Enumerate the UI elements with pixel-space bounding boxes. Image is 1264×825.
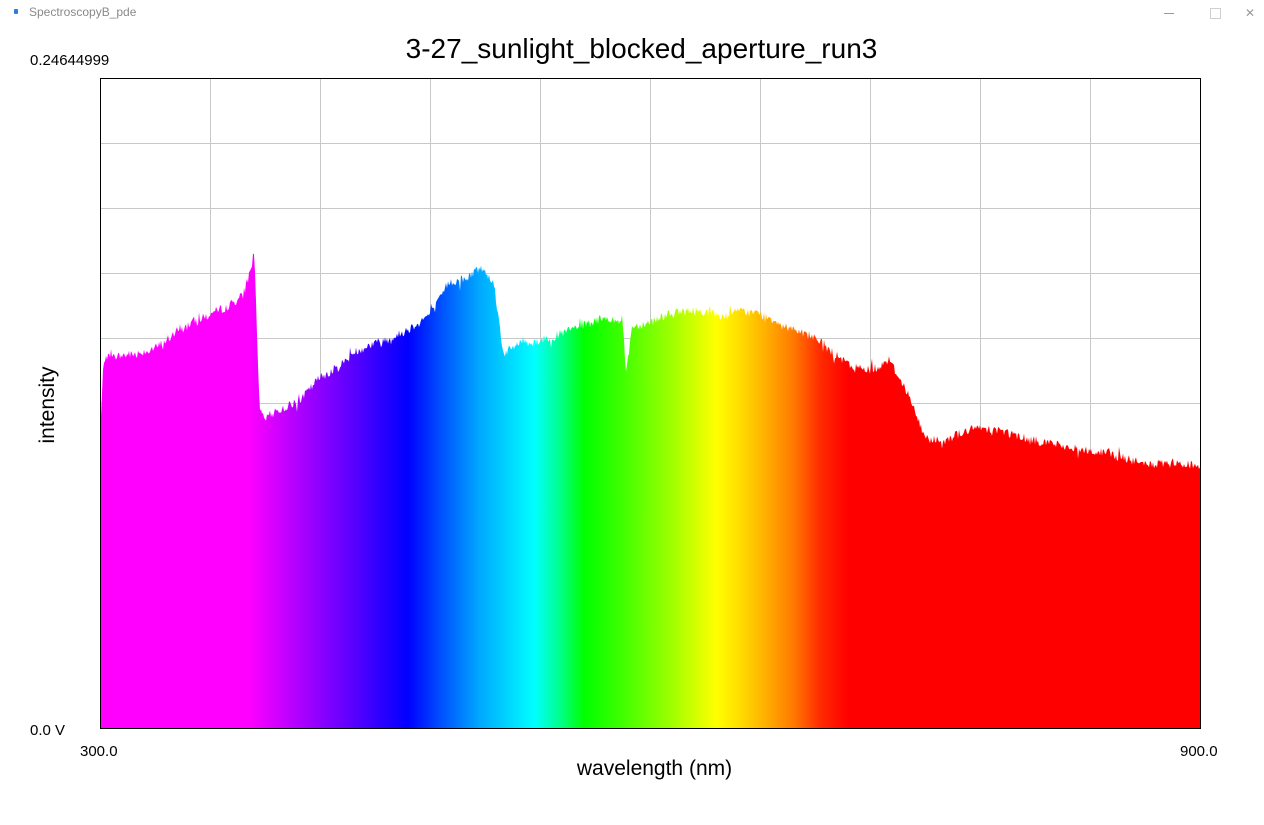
y-max-label: 0.24644999 [30, 52, 110, 69]
app-icon [14, 9, 18, 14]
y-axis-title: intensity [36, 366, 59, 444]
maximize-icon [1209, 7, 1221, 19]
window-title: SpectroscopyB_pde [29, 5, 137, 19]
plot-frame [100, 78, 1201, 729]
minimize-icon [1164, 12, 1174, 14]
y-min-label: 0.0 V [30, 722, 66, 739]
minimize-button[interactable] [1146, 0, 1192, 26]
spectrum-area [100, 253, 1200, 728]
x-min-label: 300.0 [80, 743, 118, 760]
close-icon: ✕ [1244, 6, 1256, 20]
x-max-label: 900.0 [1180, 743, 1218, 760]
close-button[interactable]: ✕ [1236, 0, 1264, 26]
maximize-button[interactable] [1192, 0, 1238, 26]
spectrum-plot [100, 78, 1201, 729]
chart-title: 3-27_sunlight_blocked_aperture_run3 [405, 33, 878, 64]
title-bar: SpectroscopyB_pde ✕ [0, 0, 1264, 26]
x-axis-title: wavelength (nm) [576, 757, 733, 780]
